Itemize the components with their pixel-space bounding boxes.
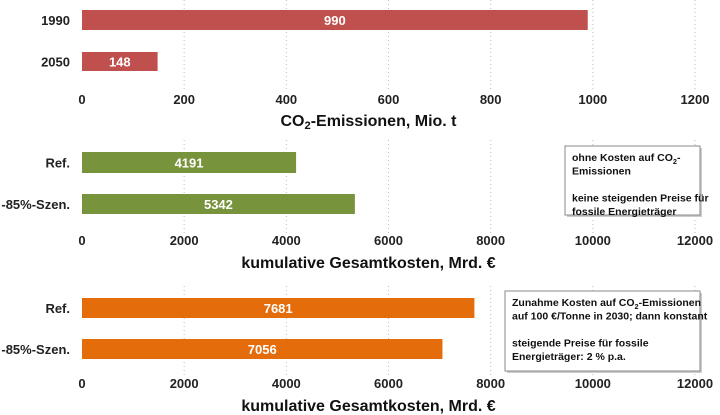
data-label: 148 (109, 55, 131, 70)
x-tick-label: 1000 (578, 92, 607, 107)
x-tick-label: 10000 (575, 233, 611, 248)
category-label: 1990 (41, 13, 70, 28)
x-tick-label: 6000 (374, 233, 403, 248)
category-label: Ref. (45, 156, 70, 171)
x-tick-label: 8000 (476, 376, 505, 391)
x-tick-label: 8000 (476, 233, 505, 248)
x-tick-label: 6000 (374, 376, 403, 391)
x-tick-label: 1200 (681, 92, 710, 107)
x-tick-label: 400 (275, 92, 297, 107)
x-axis-title: kumulative Gesamtkosten, Mrd. € (241, 255, 495, 272)
x-axis-title: kumulative Gesamtkosten, Mrd. € (241, 398, 495, 415)
annotation-line: fossile Energieträger (572, 206, 676, 218)
bar-Ref. (82, 152, 297, 173)
x-tick-label: 200 (173, 92, 195, 107)
annotation-box (564, 145, 701, 216)
x-tick-label: 0 (78, 233, 85, 248)
x-tick-label: 0 (78, 376, 85, 391)
x-tick-label: 4000 (272, 376, 301, 391)
x-tick-label: 600 (378, 92, 400, 107)
data-label: 7681 (264, 301, 293, 316)
category-label: -85%-Szen. (1, 342, 70, 357)
x-axis-title: CO2-Emissionen, Mio. t (280, 113, 457, 132)
category-label: -85%-Szen. (1, 197, 70, 212)
panel-1: 0 200 400 600 800 1000 1200 990 1990 148 2050 CO2-E… (41, 0, 709, 132)
bar--85%-Szen. (82, 339, 443, 359)
x-tick-label: 2000 (170, 233, 199, 248)
x-tick-label: 10000 (575, 376, 611, 391)
x-tick-label: 12000 (677, 376, 713, 391)
bar-1990 (82, 10, 588, 30)
data-label: 7056 (248, 342, 277, 357)
x-tick-label: 12000 (677, 233, 713, 248)
x-tick-label: 800 (480, 92, 502, 107)
annotation-line: Energieträger: 2 % p.a. (512, 351, 626, 363)
annotation-line: Zunahme Kosten auf CO2-Emissionen (512, 297, 701, 311)
annotation-line: ohne Kosten auf CO2- (572, 152, 681, 166)
panel-3: 0 2000 4000 6000 8000 10000 12000 7681 Ref. 7056 -… (1, 286, 713, 415)
bar--85%-Szen. (82, 194, 355, 214)
data-label: 4191 (175, 156, 204, 171)
annotation-line: Emissionen (572, 166, 631, 178)
panel-2: 0 2000 4000 6000 8000 10000 12000 4191 Ref. 5342 -… (1, 140, 713, 272)
bar-2050 (82, 52, 158, 71)
data-label: 990 (324, 13, 346, 28)
bar-Ref. (82, 298, 475, 318)
data-label: 5342 (204, 197, 233, 212)
x-tick-label: 0 (78, 92, 85, 107)
category-label: Ref. (45, 301, 70, 316)
annotation-line: keine steigenden Preise für (572, 193, 709, 205)
category-label: 2050 (41, 55, 70, 70)
x-tick-label: 2000 (170, 376, 199, 391)
annotation-box (504, 290, 701, 372)
annotation-line: steigende Preise für fossile (512, 338, 649, 350)
annotation-line: auf 100 €/Tonne in 2030; dann konstant (512, 311, 708, 323)
x-tick-label: 4000 (272, 233, 301, 248)
